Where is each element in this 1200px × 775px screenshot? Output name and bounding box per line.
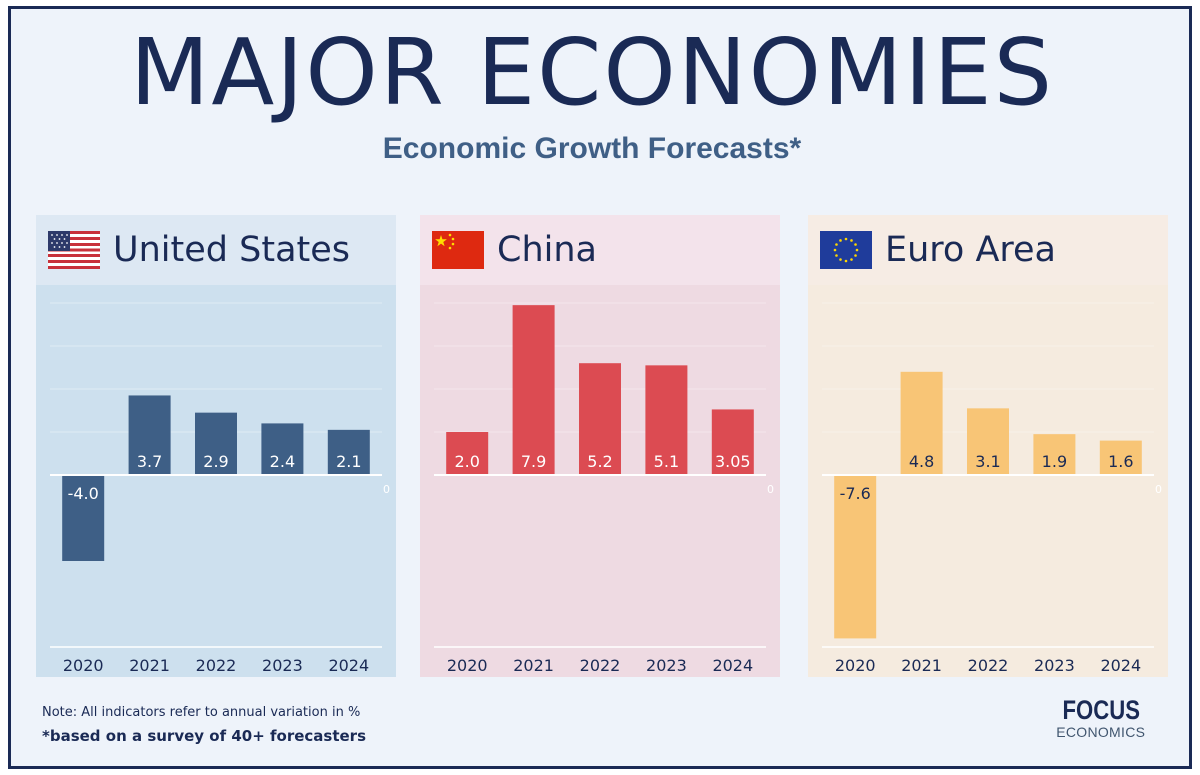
value-label: 2.4 [270,452,295,471]
bar-2020 [834,475,877,639]
panel-china: China 2.0 2020 7.9 2021 5.2 2022 5.1 2023 3.05 20… [420,215,780,677]
tick-label-2021: 2021 [129,656,170,675]
page-subtitle: Economic Growth Forecasts* [382,132,802,165]
us-flag-icon [48,231,100,269]
value-label: 2.9 [203,452,228,471]
panel-title: Euro Area [885,230,1057,270]
tick-label-2022: 2022 [968,656,1009,675]
bar-2022 [579,363,621,475]
panel-title: China [497,230,597,270]
note-text: Note: All indicators refer to annual var… [42,705,361,720]
bar-chart: -7.6 2020 4.8 2021 3.1 2022 1.9 2023 1.6 2024 0 [822,302,1162,675]
panel-euro-area: Euro Area -7.6 2020 4.8 2021 3.1 2022 1.9 2023 1… [808,215,1168,677]
focus-economics-logo: FOCUS ECONOMICS [1054,696,1149,740]
tick-label-2020: 2020 [63,656,104,675]
value-label: 2.1 [336,452,361,471]
logo-bottom-text: ECONOMICS [1056,724,1146,740]
tick-label-2024: 2024 [328,656,369,675]
value-label: 5.1 [654,452,679,471]
value-label: 3.05 [715,452,751,471]
tick-label-2020: 2020 [447,656,488,675]
page-title: MAJOR ECONOMIES [129,19,1055,126]
bar-2022 [195,412,237,475]
plot-area: -7.6 2020 4.8 2021 3.1 2022 1.9 2023 1.6 2024 0 [808,285,1168,677]
value-label: 4.8 [909,452,934,471]
tick-label-2024: 2024 [1100,656,1141,675]
eu-flag-icon [820,231,872,269]
plot-area: -4.0 2020 3.7 2021 2.9 2022 2.4 2023 2.1 2024 0 [36,285,396,677]
value-label: 1.6 [1108,452,1133,471]
tick-label-2023: 2023 [646,656,687,675]
tick-label-2023: 2023 [1034,656,1075,675]
zero-axis-label: 0 [383,483,390,496]
zero-axis-label: 0 [767,483,774,496]
bar-2020 [62,475,105,561]
value-label: 1.9 [1042,452,1067,471]
logo-top-text: FOCUS [1062,695,1140,725]
panel-header: China [420,215,780,285]
panel-header: United States [36,215,396,285]
bar-chart: 2.0 2020 7.9 2021 5.2 2022 5.1 2023 3.05 2024 0 [434,302,774,675]
bar-2024 [1099,440,1142,475]
bar-2023 [261,423,304,475]
bar-2021 [900,371,943,475]
bar-2023 [1033,434,1076,475]
bar-2022 [967,408,1009,475]
bar-2023 [645,365,688,475]
tick-label-2023: 2023 [262,656,303,675]
bar-2020 [446,432,489,475]
tick-label-2021: 2021 [513,656,554,675]
tick-label-2022: 2022 [196,656,237,675]
value-label: 3.1 [975,452,1000,471]
value-label: 7.9 [521,452,546,471]
tick-label-2020: 2020 [835,656,876,675]
panel-header: Euro Area [808,215,1168,285]
panel-united-states: United States -4.0 2020 3.7 2021 2.9 2022 2.4 2… [36,215,396,677]
bar-2021 [512,305,555,475]
bar-2024 [327,429,370,475]
bar-2024 [711,409,754,475]
bar-chart: -4.0 2020 3.7 2021 2.9 2022 2.4 2023 2.1 2024 0 [50,302,390,675]
china-flag-icon [432,231,484,269]
value-label: 5.2 [587,452,612,471]
tick-label-2024: 2024 [712,656,753,675]
value-label: -4.0 [68,484,99,503]
value-label: 2.0 [454,452,479,471]
value-label: 3.7 [137,452,162,471]
value-label: -7.6 [840,484,871,503]
zero-axis-label: 0 [1155,483,1162,496]
bar-2021 [128,395,171,475]
plot-area: 2.0 2020 7.9 2021 5.2 2022 5.1 2023 3.05 2024 0 [420,285,780,677]
panel-title: United States [113,230,351,270]
tick-label-2021: 2021 [901,656,942,675]
footnote-text: *based on a survey of 40+ forecasters [42,727,367,745]
tick-label-2022: 2022 [580,656,621,675]
